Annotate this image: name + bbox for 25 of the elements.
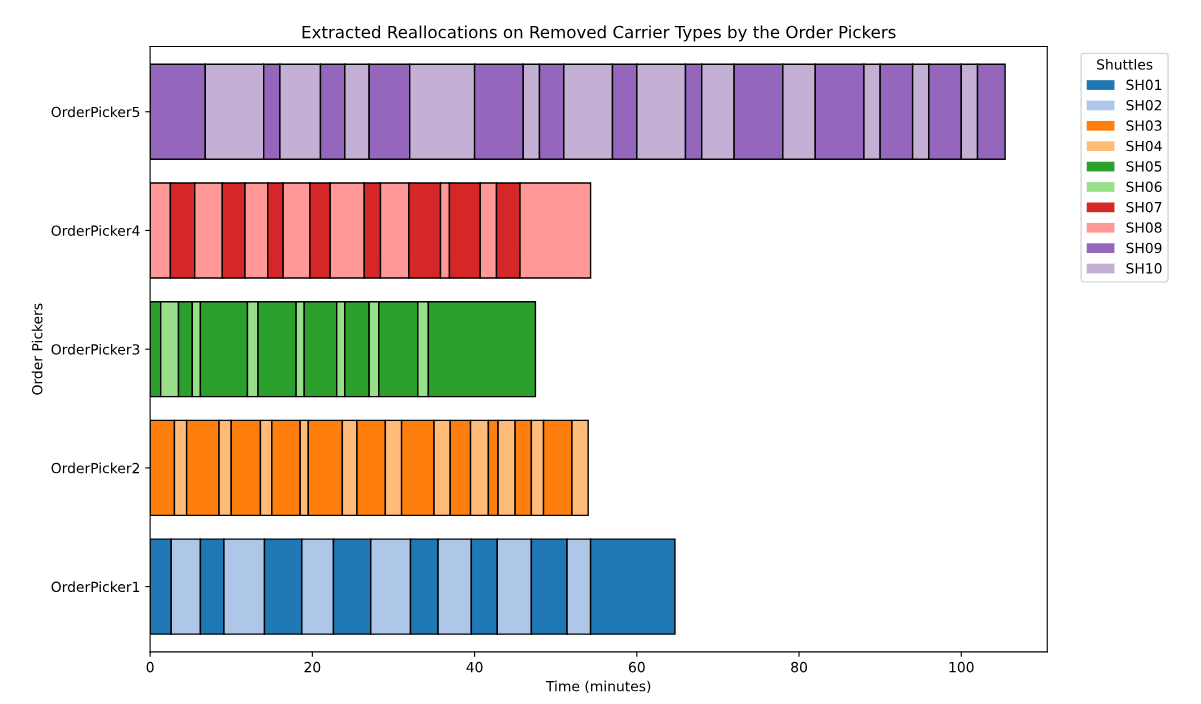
y-tick-label: OrderPicker3	[51, 343, 140, 355]
legend-label: SH02	[1126, 99, 1162, 111]
x-tick-label: 100	[949, 661, 974, 673]
chart-title: Extracted Reallocations on Removed Carrier Types by the Order Pickers	[302, 25, 896, 42]
x-tick-label: 20	[304, 661, 321, 673]
legend-label: SH10	[1126, 263, 1162, 274]
y-tick-label: OrderPicker1	[51, 581, 140, 593]
x-tick-label: 80	[791, 661, 807, 673]
legend-label: SH06	[1126, 181, 1162, 193]
y-axis-title: Order Pickers	[31, 303, 43, 395]
legend-label: SH09	[1126, 242, 1162, 254]
legend-label: SH03	[1126, 120, 1162, 131]
y-tick-label: OrderPicker5	[51, 106, 140, 118]
legend-title: Shuttles	[1097, 58, 1153, 70]
y-tick-label: OrderPicker2	[51, 462, 140, 474]
x-tick-label: 40	[466, 661, 483, 673]
legend-label: SH05	[1126, 161, 1162, 172]
legend-label: SH07	[1126, 201, 1162, 213]
legend-label: SH01	[1126, 79, 1162, 91]
x-tick-label: 60	[628, 661, 645, 673]
x-axis-title: Time (minutes)	[545, 680, 651, 694]
legend-label: SH04	[1126, 140, 1162, 152]
legend-label: SH08	[1126, 222, 1162, 233]
x-tick-label: 0	[146, 661, 154, 673]
y-tick-label: OrderPicker4	[51, 225, 140, 236]
